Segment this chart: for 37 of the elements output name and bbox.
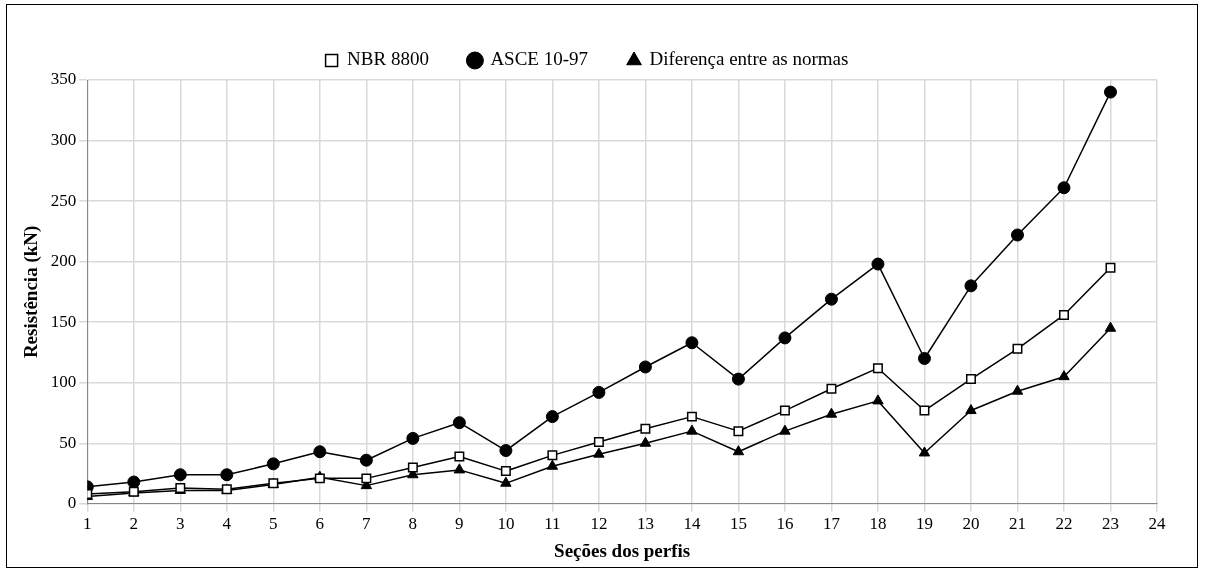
x-tick-label: 5 <box>269 514 278 534</box>
x-tick-label: 1 <box>83 514 92 534</box>
x-tick-label: 19 <box>915 514 933 534</box>
x-tick-label: 14 <box>683 514 701 534</box>
x-tick-label: 22 <box>1055 514 1073 534</box>
y-tick-label: 250 <box>50 190 77 210</box>
y-axis-title: Resistência (kN) <box>20 225 43 359</box>
x-tick-label: 12 <box>590 514 608 534</box>
x-tick-label: 20 <box>962 514 980 534</box>
x-tick-label: 18 <box>869 514 887 534</box>
legend-label: Diferença entre as normas <box>649 48 849 70</box>
x-tick-label: 6 <box>315 514 325 534</box>
x-tick-label: 2 <box>129 514 139 534</box>
x-tick-label: 23 <box>1101 514 1119 534</box>
x-tick-label: 13 <box>636 514 654 534</box>
x-tick-label: 4 <box>222 514 232 534</box>
x-tick-label: 9 <box>455 514 464 534</box>
x-tick-label: 24 <box>1148 514 1166 534</box>
x-tick-label: 8 <box>408 514 418 534</box>
x-tick-label: 3 <box>176 514 185 534</box>
x-tick-label: 10 <box>497 514 515 534</box>
x-tick-label: 21 <box>1008 514 1026 534</box>
y-tick-label: 50 <box>59 432 77 452</box>
legend-label: ASCE 10-97 <box>490 48 589 70</box>
x-axis-title: Seções dos perfis <box>554 539 691 561</box>
y-tick-label: 350 <box>50 69 77 89</box>
x-tick-label: 16 <box>776 514 794 534</box>
x-tick-label: 15 <box>729 514 747 534</box>
y-tick-label: 100 <box>50 372 77 392</box>
x-tick-label: 17 <box>822 514 841 534</box>
y-tick-label: 200 <box>50 251 77 271</box>
x-tick-label: 7 <box>362 514 372 534</box>
y-tick-label: 150 <box>50 311 77 331</box>
y-tick-label: 300 <box>50 130 77 150</box>
x-tick-label: 11 <box>544 514 561 534</box>
y-tick-label: 0 <box>67 493 77 513</box>
legend-label: NBR 8800 <box>347 48 429 70</box>
